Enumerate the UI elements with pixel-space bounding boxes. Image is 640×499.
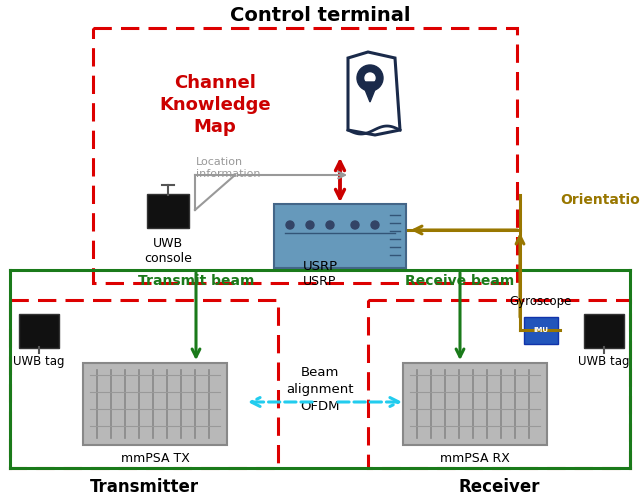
Text: Receive beam: Receive beam bbox=[405, 274, 515, 288]
Text: Orientation: Orientation bbox=[560, 193, 640, 207]
Polygon shape bbox=[362, 82, 378, 102]
Bar bbox=[10, 300, 278, 468]
FancyBboxPatch shape bbox=[19, 314, 59, 348]
Circle shape bbox=[357, 65, 383, 91]
FancyBboxPatch shape bbox=[403, 363, 547, 445]
Text: Location
information: Location information bbox=[196, 157, 260, 179]
FancyBboxPatch shape bbox=[584, 314, 624, 348]
Text: UWB tag: UWB tag bbox=[579, 355, 630, 368]
Circle shape bbox=[351, 221, 359, 229]
Text: Beam
alignment
OFDM: Beam alignment OFDM bbox=[286, 366, 354, 414]
Text: UWB
console: UWB console bbox=[144, 237, 192, 265]
Text: USRP: USRP bbox=[303, 275, 337, 288]
Text: Gyroscope: Gyroscope bbox=[510, 295, 572, 308]
Text: Control terminal: Control terminal bbox=[230, 5, 410, 24]
Text: Channel
Knowledge
Map: Channel Knowledge Map bbox=[159, 74, 271, 136]
Text: UWB tag: UWB tag bbox=[13, 355, 65, 368]
FancyBboxPatch shape bbox=[147, 194, 189, 228]
Text: mmPSA TX: mmPSA TX bbox=[120, 452, 189, 465]
Text: Transmit beam: Transmit beam bbox=[138, 274, 254, 288]
Circle shape bbox=[326, 221, 334, 229]
FancyBboxPatch shape bbox=[274, 204, 406, 268]
Circle shape bbox=[306, 221, 314, 229]
Text: Transmitter: Transmitter bbox=[90, 478, 198, 496]
Bar bbox=[93, 28, 517, 283]
Text: IMU: IMU bbox=[534, 327, 548, 333]
Circle shape bbox=[365, 73, 375, 83]
Text: mmPSA RX: mmPSA RX bbox=[440, 452, 510, 465]
Circle shape bbox=[286, 221, 294, 229]
Circle shape bbox=[371, 221, 379, 229]
FancyBboxPatch shape bbox=[524, 317, 558, 344]
Text: Receiver: Receiver bbox=[458, 478, 540, 496]
Bar bbox=[368, 300, 630, 468]
Text: USRP: USRP bbox=[303, 260, 337, 273]
FancyBboxPatch shape bbox=[83, 363, 227, 445]
